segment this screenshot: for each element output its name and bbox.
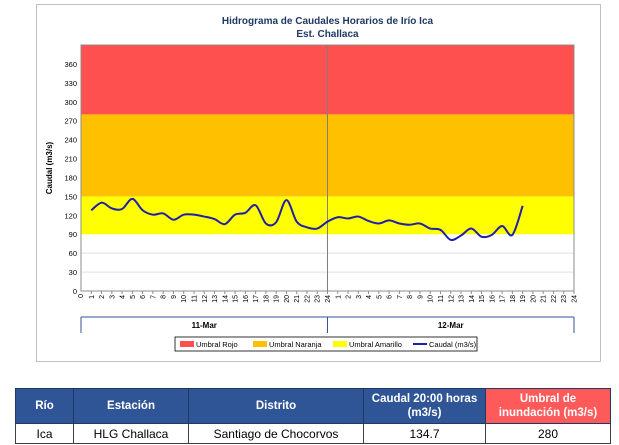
x-tick-label: 14 (222, 295, 229, 303)
cell-estacion: HLG Challaca (73, 423, 189, 444)
x-tick-label: 21 (294, 295, 301, 303)
x-tick-label: 19 (274, 295, 281, 303)
y-tick-label: 240 (64, 136, 77, 145)
legend-swatch (333, 341, 347, 347)
x-tick-label: 15 (233, 295, 240, 303)
x-tick-label: 13 (459, 295, 466, 303)
y-tick-label: 120 (64, 211, 77, 220)
x-tick-label: 18 (510, 295, 517, 303)
legend-label: Umbral Rojo (196, 340, 238, 349)
y-tick-label: 180 (64, 173, 77, 182)
x-tick-label: 16 (243, 295, 250, 303)
x-tick-label: 1 (335, 295, 342, 299)
legend-box (174, 336, 478, 352)
y-tick-label: 150 (64, 192, 77, 201)
x-tick-label: 20 (284, 295, 291, 303)
station-info-table: Río Estación Distrito Caudal 20:00 horas… (15, 388, 611, 444)
series-line-caudal (90, 197, 524, 242)
x-tick-label: 10 (428, 295, 435, 303)
chart-frame: Hidrograma de Caudales Horarios de Irío … (36, 4, 601, 362)
x-tick-label: 22 (304, 295, 311, 303)
legend-label: Umbral Naranja (269, 340, 322, 349)
header-estacion: Estación (73, 388, 189, 424)
y-tick-label: 300 (64, 98, 77, 107)
hydrograph-chart: Hidrograma de Caudales Horarios de Irío … (45, 16, 579, 352)
x-tick-label: 2 (99, 295, 106, 299)
y-tick-label: 60 (69, 249, 77, 258)
x-tick-label: 8 (161, 295, 168, 299)
x-tick-label: 8 (407, 295, 414, 299)
x-tick-label: 18 (263, 295, 270, 303)
y-tick-label: 0 (73, 287, 77, 296)
x-tick-label: 12 (448, 295, 455, 303)
cell-rio: Ica (15, 423, 74, 444)
legend-label: Umbral Amarillo (349, 340, 402, 349)
x-tick-label: 9 (171, 295, 178, 299)
x-tick-label: 6 (140, 295, 147, 299)
x-tick-label: 12 (202, 295, 209, 303)
x-tick-label: 23 (315, 295, 322, 303)
x-tick-label: 15 (479, 295, 486, 303)
x-tick-label: 11 (438, 295, 445, 302)
x-tick-label: 13 (212, 295, 219, 303)
x-tick-label: 16 (489, 295, 496, 303)
x-tick-label: 3 (356, 295, 363, 299)
table-row: Ica HLG Challaca Santiago de Chocorvos 1… (15, 423, 611, 444)
x-tick-label: 4 (366, 295, 373, 299)
x-tick-label: 17 (500, 295, 507, 303)
x-tick-label: 0 (78, 294, 85, 298)
x-tick-label: 1 (89, 295, 96, 299)
x-tick-label: 9 (417, 295, 424, 299)
x-tick-label: 11 (191, 295, 198, 302)
cell-distrito: Santiago de Chocorvos (188, 423, 364, 444)
day-label: 12-Mar (438, 321, 464, 330)
y-tick-label: 270 (64, 117, 77, 126)
chart-subtitle: Est. Challaca (296, 29, 359, 40)
x-tick-label: 17 (253, 295, 260, 303)
x-tick-label: 22 (551, 295, 558, 303)
x-tick-label: 24 (325, 295, 332, 303)
x-tick-label: 7 (150, 295, 157, 299)
legend-swatch (253, 341, 267, 347)
y-tick-label: 360 (64, 60, 77, 69)
y-tick-label: 30 (69, 268, 77, 277)
header-rio: Río (15, 388, 74, 424)
x-tick-label: 14 (469, 295, 476, 303)
chart-title: Hidrograma de Caudales Horarios de Irío … (222, 16, 434, 27)
cell-caudal: 134.7 (363, 423, 486, 444)
x-tick-label: 19 (520, 295, 527, 303)
x-tick-label: 5 (130, 295, 137, 299)
x-tick-label: 20 (530, 295, 537, 303)
y-tick-label: 330 (64, 79, 77, 88)
y-axis-label: Caudal (m3/s) (45, 141, 54, 194)
x-tick-label: 2 (346, 295, 353, 299)
header-umbral: Umbral de inundación (m3/s) (485, 388, 611, 424)
x-tick-label: 6 (387, 295, 394, 299)
x-tick-label: 10 (181, 295, 188, 303)
day-label: 11-Mar (192, 321, 217, 330)
x-tick-label: 24 (572, 295, 579, 303)
y-tick-label: 90 (69, 230, 77, 239)
cell-umbral: 280 (485, 423, 611, 444)
x-tick-label: 7 (397, 295, 404, 299)
legend-swatch (180, 341, 194, 347)
x-tick-label: 5 (376, 295, 383, 299)
table-header-row: Río Estación Distrito Caudal 20:00 horas… (15, 388, 611, 424)
header-distrito: Distrito (188, 388, 364, 424)
x-tick-label: 4 (120, 295, 127, 299)
x-tick-label: 21 (541, 295, 548, 303)
legend-label: Caudal (m3/s) (429, 340, 477, 349)
x-tick-label: 3 (109, 295, 116, 299)
y-tick-label: 210 (64, 155, 77, 164)
header-caudal: Caudal 20:00 horas (m3/s) (363, 388, 486, 424)
x-tick-label: 23 (561, 295, 568, 303)
